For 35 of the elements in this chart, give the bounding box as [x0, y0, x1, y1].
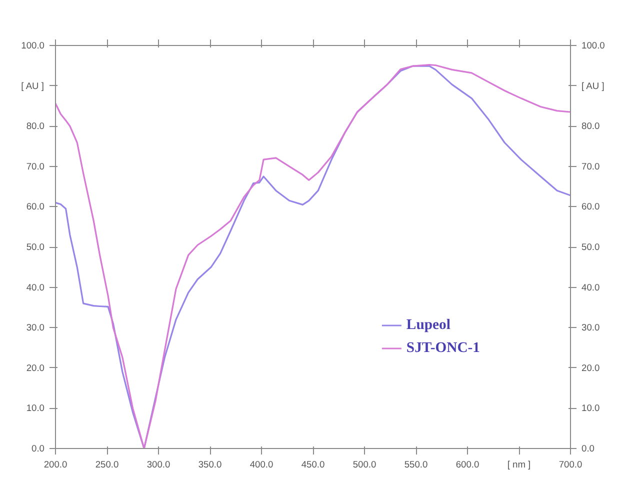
- x-tick-label: 700.0: [558, 460, 582, 470]
- y2-tick-label: 80.0: [582, 121, 600, 132]
- y-tick-label: 30.0: [26, 322, 44, 333]
- y-tick-label: 60.0: [26, 202, 44, 212]
- x-tick-label: 450.0: [301, 460, 325, 470]
- y-tick-label: 20.0: [26, 362, 44, 373]
- y-tick-label: 50.0: [26, 242, 44, 252]
- y-tick-label: 40.0: [26, 282, 44, 292]
- x-tick-label: 350.0: [198, 460, 222, 470]
- y2-tick-label: 30.0: [582, 322, 600, 333]
- y2-tick-label: 40.0: [582, 282, 600, 292]
- y-tick-label: 100.0: [21, 40, 44, 50]
- x-tick-label: 250.0: [95, 460, 119, 470]
- x-tick-label: [ nm ]: [507, 460, 531, 470]
- y2-tick-label: 100.0: [582, 40, 605, 50]
- y-tick-label: 80.0: [26, 121, 44, 132]
- x-tick-label: 500.0: [352, 460, 376, 470]
- x-tick-label: 600.0: [456, 460, 480, 470]
- y-tick-label: 10.0: [26, 403, 44, 414]
- x-tick-label: 300.0: [146, 460, 170, 470]
- y-tick-label: [ AU ]: [21, 80, 44, 91]
- y-tick-label: 70.0: [26, 161, 44, 172]
- x-tick-label: 200.0: [44, 460, 68, 470]
- y2-tick-label: 20.0: [582, 362, 600, 373]
- y2-tick-label: 0.0: [582, 444, 594, 454]
- legend-label: Lupeol: [406, 316, 450, 334]
- x-tick-label: 550.0: [404, 460, 428, 470]
- y2-tick-label: 70.0: [582, 161, 600, 172]
- y2-tick-label: 60.0: [582, 202, 600, 212]
- x-tick-label: 400.0: [250, 460, 274, 470]
- y2-tick-label: 50.0: [582, 242, 600, 252]
- legend-label: SJT-ONC-1: [406, 340, 480, 356]
- y-tick-label: 0.0: [32, 444, 44, 454]
- y2-tick-label: [ AU ]: [582, 80, 604, 91]
- y2-tick-label: 10.0: [582, 403, 600, 414]
